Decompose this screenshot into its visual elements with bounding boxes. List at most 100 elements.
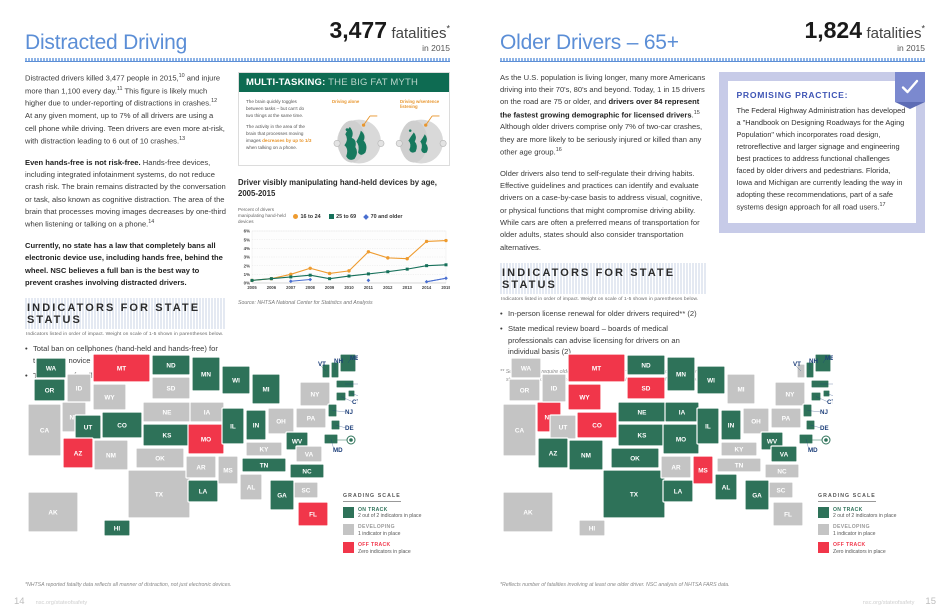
map-state-CA (502, 403, 537, 457)
fatalities-stat: 3,477 fatalities* in 2015 (329, 18, 450, 53)
map-state-PA (770, 407, 802, 429)
svg-text:IN: IN (253, 422, 260, 429)
grading-desc: Zero indicators in place (358, 548, 411, 555)
svg-text:2011: 2011 (364, 285, 374, 290)
grading-desc: 2 out of 2 indicators in place (833, 512, 897, 519)
list-item: In-person license renewal for older driv… (500, 308, 707, 320)
svg-text:AK: AK (523, 509, 533, 516)
map-state-AL (714, 473, 738, 501)
map-svg: WA OR CA NV ID UT AZ MT WY CO NM ND SD NE KS OK TX MN IA MO… (502, 353, 843, 537)
svg-text:MN: MN (676, 371, 686, 378)
map-state-HI (578, 519, 606, 537)
svg-text:WI: WI (232, 377, 240, 384)
svg-text:SC: SC (302, 487, 311, 494)
map-state-OR (508, 378, 541, 402)
indicators-list: In-person license renewal for older driv… (500, 308, 707, 358)
map-state-ID (66, 373, 92, 403)
right-text-column: As the U.S. population is living longer,… (500, 72, 707, 384)
svg-text:NH: NH (334, 358, 343, 365)
map-state-NY (299, 381, 331, 407)
svg-text:FL: FL (309, 511, 317, 518)
svg-text:CA: CA (515, 427, 525, 434)
svg-text:NV: NV (545, 414, 555, 421)
list-item: Total ban on cellphones (hand-held and h… (25, 343, 226, 366)
svg-text:CT: CT (827, 399, 833, 406)
svg-text:NE: NE (638, 409, 648, 416)
map-state-OH (267, 407, 295, 435)
right-page-columns: As the U.S. population is living longer,… (500, 71, 925, 384)
swatch-developing (818, 524, 829, 536)
svg-text:VA: VA (780, 451, 789, 458)
body-paragraph: Older drivers also tend to self-regulate… (500, 168, 703, 252)
map-state-TN (716, 457, 762, 473)
svg-text:MI: MI (737, 386, 744, 393)
svg-text:MI: MI (262, 386, 269, 393)
svg-text:2008: 2008 (306, 285, 316, 290)
svg-text:HI: HI (114, 525, 121, 532)
map-state-HI (103, 519, 131, 537)
map-state-AL (239, 473, 263, 501)
map-state-ND (626, 354, 666, 376)
map-state-MT (92, 353, 151, 383)
svg-text:WA: WA (521, 365, 532, 372)
map-state-PA (295, 407, 327, 429)
fatalities-asterisk: * (446, 23, 450, 34)
line-chart: 0% 1% 2% 3% 4% 5% 6% 2005 2006 2007 2008 2009 2010 20… (238, 227, 452, 295)
svg-text:AL: AL (722, 484, 731, 491)
swatch-off-track (818, 542, 829, 554)
brain-diagrams: Driving alone Driving w/sentence listeni… (316, 99, 447, 164)
map-state-CA (27, 403, 62, 457)
swatch-on-track (818, 506, 829, 518)
indicators-heading: INDICATORS FOR STATE STATUS (25, 298, 226, 330)
map-state-LA (662, 479, 694, 503)
svg-text:NC: NC (302, 468, 312, 475)
svg-text:OK: OK (155, 455, 165, 462)
svg-text:CT: CT (352, 399, 358, 406)
infographic-text: The brain quickly toggles between tasks … (246, 99, 312, 157)
map-state-IN (245, 409, 267, 441)
right-visual-column: MULTI-TASKING: THE BIG FAT MYTH The brai… (238, 71, 452, 386)
svg-text:NE: NE (163, 409, 173, 416)
chart-source: Source: NHTSA National Center for Statis… (238, 300, 373, 307)
us-map-distracted-driving: WA OR CA NV ID UT AZ MT WY CO NM ND SD NE KS OK TX MN IA MO… (18, 352, 368, 567)
map-state-FL (297, 501, 329, 527)
map-state-WI (696, 365, 726, 395)
legend-marker-diamond-icon (363, 213, 369, 220)
svg-text:MT: MT (117, 365, 126, 372)
fatalities-asterisk: * (921, 23, 925, 34)
grading-desc: 2 out of 2 indicators in place (358, 512, 422, 519)
grading-label: DEVELOPING (833, 524, 870, 531)
map-state-IN (720, 409, 742, 441)
svg-text:NY: NY (786, 391, 796, 398)
swatch-off-track (343, 542, 354, 554)
legend-marker-circle-icon (293, 214, 298, 220)
chart-canvas: 0% 1% 2% 3% 4% 5% 6% 2005 2006 2007 2008 2009 2010 20… (244, 229, 452, 290)
svg-text:MS: MS (223, 467, 233, 474)
page-footnote: *Reflects number of fatalities involving… (500, 582, 730, 588)
svg-text:PA: PA (307, 415, 316, 422)
svg-text:WV: WV (767, 438, 778, 445)
fatalities-number: 3,477 (329, 17, 387, 43)
map-state-LA (187, 479, 219, 503)
svg-text:ME: ME (825, 355, 833, 362)
body-paragraph: Distracted drivers killed 3,477 people i… (25, 72, 225, 146)
svg-text:MS: MS (698, 467, 708, 474)
footer-url[interactable]: nsc.org/stateofsafety (862, 600, 915, 606)
left-text-column: Distracted drivers killed 3,477 people i… (25, 72, 226, 386)
infographic-title-bar: MULTI-TASKING: THE BIG FAT MYTH (239, 72, 449, 92)
svg-text:GA: GA (277, 492, 287, 499)
svg-text:MO: MO (676, 436, 686, 443)
map-state-SD (151, 376, 191, 400)
map-state-VA (295, 445, 323, 463)
page-footer-left: 14 nsc.org/stateofsafety (14, 596, 87, 607)
map-state-GA (269, 479, 295, 511)
footer-url[interactable]: nsc.org/stateofsafety (35, 600, 88, 606)
map-state-OK (610, 447, 660, 469)
map-state-NM (93, 439, 129, 471)
svg-text:2015: 2015 (441, 285, 450, 290)
grading-row: ON TRACK 2 out of 2 indicators in place (818, 506, 928, 520)
svg-text:MN: MN (201, 371, 211, 378)
svg-text:IA: IA (204, 409, 211, 416)
map-state-AZ (62, 437, 94, 469)
map-state-AK (502, 491, 554, 533)
